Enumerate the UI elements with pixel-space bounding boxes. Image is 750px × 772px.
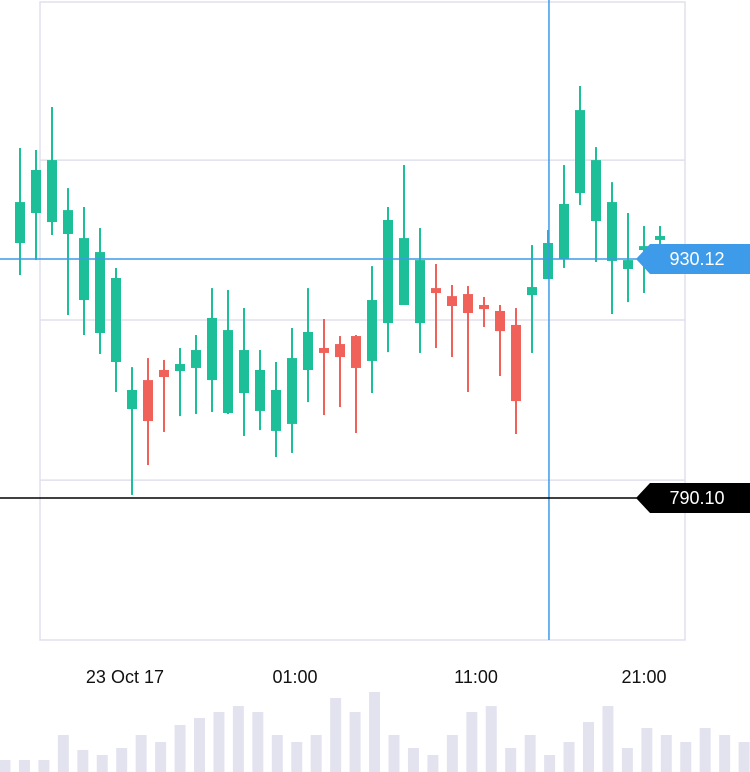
price-tag	[636, 483, 750, 514]
volume-bar	[77, 750, 89, 772]
volume-bar	[271, 735, 283, 772]
volume-bar	[621, 748, 633, 772]
candle-body	[447, 296, 457, 307]
volume-bar	[194, 718, 205, 772]
volume-bar	[57, 735, 69, 772]
candle-body	[623, 260, 633, 269]
volume-bar	[446, 735, 458, 772]
volume-bar	[505, 748, 517, 772]
volume-bar	[174, 725, 186, 772]
candle-body	[607, 202, 617, 261]
x-tick-label: 21:00	[621, 667, 666, 687]
x-tick-label: 23 Oct 17	[86, 667, 164, 687]
candle-body	[527, 287, 537, 296]
x-tick-label: 01:00	[273, 667, 318, 687]
price-tag-label: 930.12	[669, 249, 724, 269]
volume-bar	[135, 735, 147, 772]
candle-body	[559, 203, 569, 260]
volume-bar	[232, 706, 244, 772]
candle-body	[479, 304, 489, 310]
candle-body	[463, 294, 473, 314]
candle-body	[383, 219, 393, 324]
candle-body	[575, 110, 585, 194]
volume-bar	[0, 760, 11, 772]
candle-body	[495, 310, 505, 332]
candle-body	[143, 380, 153, 422]
candle-body	[47, 160, 57, 223]
candle-body	[191, 350, 201, 368]
candle-body	[287, 358, 297, 424]
price-panel: 23 Oct 17 01:00 11:00 21:00 930.12 790.10	[0, 0, 750, 687]
candle-body	[15, 202, 25, 244]
volume-bar	[719, 735, 731, 772]
candle-body	[415, 260, 425, 324]
volume-panel	[0, 692, 750, 772]
volume-bar	[369, 692, 381, 772]
candle-body	[335, 344, 345, 358]
candle-body	[271, 389, 281, 431]
candle-body	[223, 330, 233, 414]
candle-body	[127, 389, 137, 410]
volume-bar	[252, 712, 264, 772]
volume-bar	[291, 742, 303, 772]
volume-bar	[18, 760, 30, 772]
candle-body	[111, 278, 121, 362]
x-tick-label: 11:00	[454, 667, 498, 687]
candle-body	[639, 246, 649, 251]
candle-body	[591, 160, 601, 222]
price-tag	[636, 244, 750, 275]
volume-bar	[38, 760, 50, 772]
candle-body	[367, 300, 377, 361]
candle-body	[95, 252, 105, 333]
volume-bar	[407, 748, 419, 772]
volume-bar	[583, 722, 594, 772]
price-tag-label: 790.10	[669, 488, 724, 508]
volume-bar	[213, 712, 225, 772]
volume-bar	[544, 755, 556, 772]
candle-body	[79, 238, 89, 301]
volume-bar	[310, 735, 322, 772]
candle-body	[319, 347, 329, 353]
volume-bar	[349, 712, 361, 772]
candle-body	[63, 210, 73, 234]
volume-bar	[466, 712, 478, 772]
candle-body	[31, 169, 41, 213]
candle-body	[543, 243, 553, 280]
volume-bar	[563, 742, 575, 772]
candle-body	[175, 364, 185, 372]
volume-bar	[524, 735, 536, 772]
volume-bar	[699, 728, 711, 772]
candle-body	[159, 370, 169, 378]
volume-bar	[485, 706, 497, 772]
volume-bar	[116, 748, 128, 772]
candle-body	[431, 288, 441, 294]
candle-body	[207, 317, 217, 381]
candle-body	[255, 370, 265, 411]
candle-body	[239, 350, 249, 394]
volume-bar	[388, 735, 400, 772]
volume-bar	[680, 742, 692, 772]
volume-bar	[602, 706, 614, 772]
volume-bar	[660, 735, 672, 772]
volume-bar	[330, 698, 342, 772]
volume-bar	[427, 755, 439, 772]
candle-body	[351, 336, 361, 368]
plot-frame	[39, 1, 686, 641]
volume-bar	[155, 742, 167, 772]
candle-body	[511, 324, 521, 402]
candle-body	[655, 236, 665, 240]
volume-bar	[96, 755, 108, 772]
candle-body	[399, 238, 409, 305]
volume-bar	[738, 742, 750, 772]
candle-body	[303, 331, 313, 371]
volume-bar	[641, 728, 653, 772]
